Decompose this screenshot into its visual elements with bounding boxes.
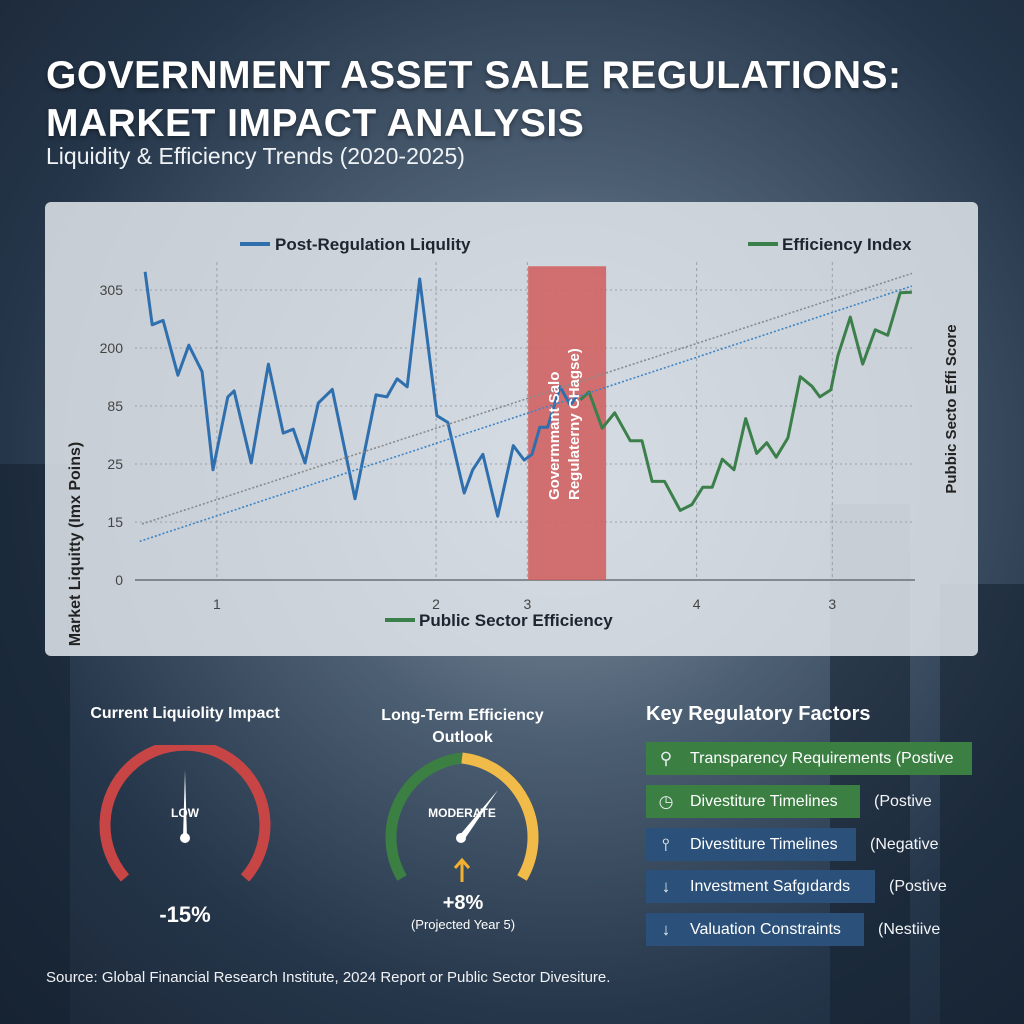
series-line-post-regulation-liqulity (143, 271, 580, 518)
gauge-note: (Projected Year 5) (410, 917, 516, 932)
factors-title: Key Regulatory Factors (646, 703, 871, 725)
factor-sentiment: (Postive (889, 877, 947, 895)
gauge-arc (99, 745, 271, 882)
x-tick-label: 3 (523, 596, 531, 612)
legend-label: Public Sector Efficiency (419, 611, 613, 630)
gauge-arc-yellow (461, 752, 539, 881)
factor-label: Valuation Constraints (690, 920, 841, 938)
y-tick-label: 200 (100, 340, 124, 356)
trend-line-trend-gray (141, 272, 913, 525)
gauge-needle (459, 790, 498, 840)
factor-badge: ↓ Valuation Constraints (646, 913, 864, 946)
background-building (940, 584, 1024, 1024)
y-axis-label: Market Liquitty (Imx Poins) (67, 442, 84, 646)
liquidity-gauge: LOW (99, 745, 271, 882)
gauge-level-label: LOW (171, 806, 200, 820)
gauge-hub (456, 833, 466, 843)
line-chart: Govermmant Salo Regulaterny CHagse) 0 15 2… (67, 235, 960, 646)
factor-label: Transparency Requirements (Postive (690, 749, 954, 767)
factor-badge: ⚲ Transparency Requirements (Postive (646, 742, 972, 775)
gauge-needle (183, 770, 187, 838)
x-tick-label: 4 (693, 596, 701, 612)
factor-label: Investment Safgıdards (690, 877, 851, 895)
gauge-title: Long-Term Efficiency Outlook (381, 707, 544, 746)
factor-badge: ◷ Divestiture Timelines (646, 785, 860, 818)
y-tick-label: 85 (107, 398, 123, 414)
factor-badge: ↓ Investment Safgıdards (646, 870, 875, 903)
legend-label: Efficiency Index (782, 235, 912, 254)
gauge-level-label: MODERATE (428, 806, 496, 820)
arrow-up-icon (453, 857, 471, 882)
trend-line-trend-blue (139, 285, 913, 543)
factor-sentiment: (Postive (874, 792, 932, 810)
y-tick-label: 25 (107, 456, 123, 472)
gauge-value: +8% (442, 892, 484, 914)
gauge-hub (180, 833, 190, 843)
y-tick-label: 305 (100, 282, 124, 298)
factor-badge: ⫯ Divestiture Timelines (646, 828, 856, 861)
x-tick-label: 2 (432, 596, 440, 612)
arrow-down-icon: ↓ (661, 876, 671, 896)
efficiency-gauge: MODERATE (385, 752, 539, 882)
y-tick-label: 15 (107, 514, 123, 530)
arrow-down-icon: ↓ (661, 919, 671, 939)
chart-panel: Govermmant Salo Regulaterny CHagse) 0 15 2… (45, 202, 978, 656)
series-line-efficiency-index (579, 290, 912, 512)
gauge-title: Current Liquiolity Impact (90, 705, 280, 722)
factor-item: ◷ Divestiture Timelines (Postive (646, 785, 932, 818)
band-label: Govermmant Salo (546, 372, 563, 500)
factor-item: ⚲ Transparency Requirements (Postive (646, 742, 986, 775)
clock-icon: ◷ (658, 791, 674, 811)
regulatory-change-band (528, 266, 607, 580)
y-tick-label: 0 (115, 572, 123, 588)
x-tick-label: 3 (828, 596, 836, 612)
hook-icon: ⫯ (662, 834, 670, 854)
factor-sentiment: (Nestiive (878, 920, 941, 938)
gauge-arc-green (385, 752, 463, 881)
x-tick-label: 1 (213, 596, 221, 612)
gauge-value: -15% (159, 902, 211, 927)
search-icon: ⚲ (659, 748, 673, 768)
source-note: Source: Global Financial Research Instit… (46, 969, 611, 986)
factor-item: ↓ Investment Safgıdards (Postive (646, 870, 947, 903)
factor-item: ↓ Valuation Constraints (Nestiive (646, 913, 940, 946)
page-subtitle: Liquidity & Efficiency Trends (2020-2025… (46, 143, 465, 169)
factor-label: Divestiture Timelines (690, 835, 838, 853)
page-title: GOVERNMENT ASSET SALE REGULATIONS: MARKET… (46, 54, 902, 145)
factor-sentiment: (Negative (870, 835, 939, 853)
y2-axis-label: Pubbic Secto Effi Score (943, 324, 960, 493)
factor-item: ⫯ Divestiture Timelines (Negative (646, 828, 938, 861)
band-label: Regulaterny CHagse) (566, 348, 583, 500)
factor-label: Divestiture Timelines (690, 792, 838, 810)
legend-label: Post-Regulation Liqulity (275, 235, 471, 254)
